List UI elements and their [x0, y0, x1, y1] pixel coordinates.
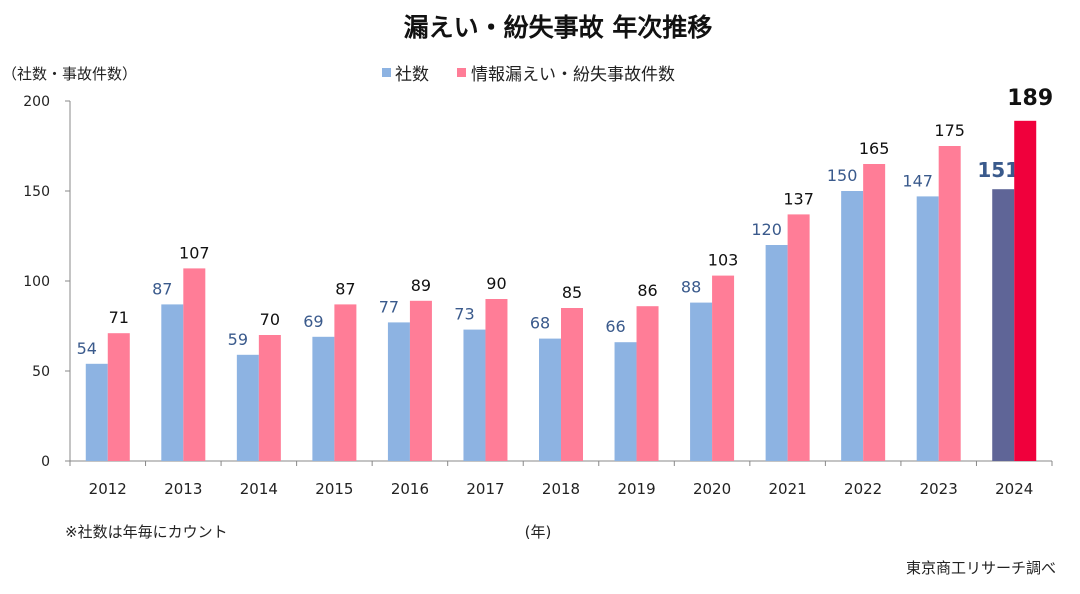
x-tick-label: 2023	[920, 480, 958, 498]
x-tick-label: 2013	[164, 480, 202, 498]
data-label-companies: 69	[303, 312, 323, 331]
x-tick-label: 2020	[693, 480, 731, 498]
bar-incidents-2021	[787, 214, 810, 461]
bar-incidents-2012	[107, 333, 130, 461]
data-label-companies: 88	[681, 278, 701, 297]
bar-incidents-2018	[561, 308, 583, 461]
data-label-incidents: 137	[783, 189, 814, 208]
x-tick-label: 2019	[617, 480, 655, 498]
x-tick-label: 2018	[542, 480, 580, 498]
bar-incidents-2022	[863, 164, 886, 461]
data-label-companies: 59	[228, 330, 248, 349]
x-tick-label: 2015	[315, 480, 353, 498]
x-tick-label: 2024	[995, 480, 1033, 498]
bar-incidents-2016	[409, 300, 432, 461]
bar-incidents-2013	[183, 268, 206, 461]
legend: 社数 情報漏えい・紛失事故件数	[382, 65, 675, 85]
bar-incidents-2019	[636, 306, 659, 461]
bar-companies-2023	[916, 196, 939, 461]
bar-companies-2015	[312, 336, 335, 461]
bar-incidents-2015	[334, 304, 357, 461]
data-label-incidents: 189	[1007, 86, 1053, 111]
bar-incidents-2017	[485, 299, 508, 461]
legend-swatch-incidents	[457, 68, 466, 77]
x-tick-label: 2016	[391, 480, 429, 498]
data-label-companies: 151	[977, 158, 1019, 182]
bar-incidents-2014	[258, 335, 281, 461]
y-tick-label: 150	[23, 184, 50, 200]
data-label-incidents: 71	[109, 308, 129, 327]
data-label-incidents: 87	[335, 279, 355, 298]
data-label-companies: 66	[605, 317, 625, 336]
x-tick-label: 2012	[89, 480, 127, 498]
bar-companies-2020	[690, 302, 713, 461]
data-label-incidents: 107	[179, 243, 210, 262]
data-label-companies: 150	[827, 166, 858, 185]
y-tick-label: 0	[41, 454, 50, 470]
y-tick-label: 200	[23, 94, 50, 110]
y-tick-label: 50	[32, 364, 50, 380]
x-tick-label: 2022	[844, 480, 882, 498]
x-axis-label: (年)	[525, 523, 552, 541]
data-label-incidents: 86	[637, 281, 657, 300]
data-label-companies: 54	[77, 339, 97, 358]
bar-companies-2012	[85, 363, 108, 461]
data-label-companies: 147	[902, 171, 933, 190]
legend-swatch-companies	[382, 68, 391, 77]
data-label-companies: 87	[152, 279, 172, 298]
data-label-incidents: 175	[934, 121, 965, 140]
data-label-companies: 77	[379, 297, 399, 316]
bar-companies-2013	[161, 304, 184, 461]
x-tick-label: 2021	[769, 480, 807, 498]
data-label-incidents: 70	[260, 310, 280, 329]
axes: 0 50 100 150 200 2012 2013 2014 2015 2016 2017 2018…	[23, 94, 1053, 498]
data-label-companies: 120	[751, 220, 782, 239]
bar-incidents-2024	[1014, 120, 1037, 462]
bar-companies-2016	[387, 322, 410, 461]
data-label-incidents: 89	[411, 276, 431, 295]
source-credit: 東京商工リサーチ調べ	[906, 559, 1056, 577]
footnote: ※社数は年毎にカウント	[65, 523, 228, 541]
bar-companies-2014	[236, 354, 259, 461]
data-label-companies: 68	[530, 314, 550, 333]
bar-incidents-2023	[938, 146, 961, 461]
data-label-incidents: 85	[562, 283, 582, 302]
bar-incidents-2020	[712, 275, 735, 461]
legend-label-incidents: 情報漏えい・紛失事故件数	[471, 65, 675, 85]
data-label-companies: 73	[454, 305, 474, 324]
data-label-incidents: 90	[486, 274, 506, 293]
y-tick-label: 100	[23, 274, 50, 290]
bar-companies-2024	[992, 189, 1015, 461]
data-label-incidents: 165	[859, 139, 890, 158]
x-tick-label: 2017	[466, 480, 504, 498]
bar-companies-2022	[841, 191, 864, 461]
data-label-incidents: 103	[708, 251, 739, 270]
x-tick-label: 2014	[240, 480, 278, 498]
chart-title: 漏えい・紛失事故 年次推移	[404, 13, 713, 42]
legend-label-companies: 社数	[395, 65, 429, 85]
y-axis-label: （社数・事故件数）	[2, 65, 137, 83]
bar-companies-2019	[614, 342, 637, 461]
bars: 54 71 87 107 59 70 69 87 77 89 73 90 68 85 66 86 88 103 12…	[77, 86, 1053, 462]
bar-companies-2021	[765, 245, 788, 461]
bar-companies-2018	[539, 338, 561, 461]
bar-companies-2017	[463, 329, 486, 461]
